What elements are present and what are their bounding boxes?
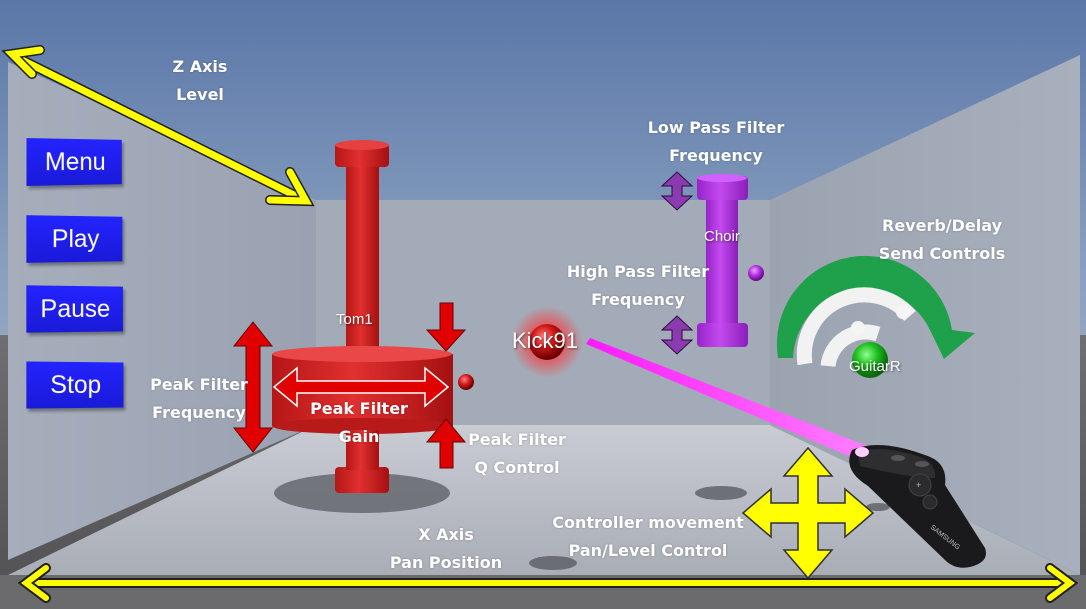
- high-pass-arrow: [660, 315, 694, 355]
- high-pass-annotation-line2: Frequency: [591, 290, 685, 309]
- z-axis-annotation-line2: Level: [176, 85, 224, 104]
- svg-text:+: +: [916, 480, 921, 490]
- tom1-label: Tom1: [336, 311, 373, 328]
- low-pass-arrow: [660, 171, 694, 211]
- peak-q-up-arrow: [425, 418, 467, 469]
- controller-annotation: Controller movement Pan/Level Control: [546, 509, 750, 565]
- tom1-small-sphere[interactable]: [458, 374, 474, 390]
- peak-gain-annotation-line1: Peak Filter: [310, 399, 408, 418]
- controller-annotation-line2: Pan/Level Control: [568, 541, 728, 560]
- low-pass-annotation: Low Pass Filter Frequency: [636, 114, 796, 170]
- peak-gain-annotation: Peak Filter Gain: [300, 395, 418, 451]
- peak-gain-arrow: [272, 366, 450, 408]
- peak-q-annotation-line1: Peak Filter: [468, 430, 566, 449]
- x-axis-annotation-line1: X Axis: [418, 525, 474, 544]
- reverb-annotation-line1: Reverb/Delay: [882, 216, 1002, 235]
- reverb-annotation-line2: Send Controls: [878, 244, 1006, 263]
- x-axis-annotation-line2: Pan Position: [389, 553, 503, 572]
- menu-button[interactable]: Menu: [26, 138, 122, 186]
- reverb-send-arc[interactable]: [776, 255, 975, 368]
- kick91-label: Kick91: [512, 328, 579, 353]
- z-axis-arrow: [1, 45, 315, 207]
- guitar-shadow: [866, 503, 890, 511]
- peak-frequency-annotation-line2: Frequency: [152, 403, 246, 422]
- choir-object[interactable]: [697, 174, 748, 347]
- choir-small-sphere[interactable]: [748, 265, 764, 281]
- guitarr-label: GuitarR: [849, 358, 901, 375]
- kick-shadow: [529, 556, 577, 570]
- peak-gain-annotation-line2: Gain: [338, 427, 380, 446]
- vr-controller[interactable]: + SAMSUNG: [849, 445, 986, 568]
- peak-frequency-annotation-line1: Peak Filter: [150, 375, 248, 394]
- high-pass-annotation-line1: High Pass Filter: [566, 262, 710, 281]
- peak-frequency-arrow: [232, 321, 274, 453]
- z-axis-annotation: Z Axis Level: [150, 53, 250, 109]
- tom1-object[interactable]: [272, 140, 453, 493]
- high-pass-annotation: High Pass Filter Frequency: [558, 258, 718, 314]
- reverb-annotation: Reverb/Delay Send Controls: [868, 212, 1016, 268]
- guitarr-sphere[interactable]: [852, 342, 888, 378]
- low-pass-annotation-line2: Frequency: [669, 146, 763, 165]
- x-axis-annotation: X Axis Pan Position: [380, 521, 512, 577]
- controller-tip: [855, 447, 869, 457]
- x-axis-arrow: [17, 563, 1079, 603]
- choir-label: Choir: [704, 228, 740, 245]
- peak-q-annotation-line2: Q Control: [474, 458, 560, 477]
- controller-annotation-line1: Controller movement: [552, 513, 744, 532]
- stop-button[interactable]: Stop: [26, 361, 124, 409]
- z-axis-annotation-line1: Z Axis: [172, 57, 228, 76]
- choir-shadow: [695, 486, 747, 500]
- peak-frequency-annotation: Peak Filter Frequency: [140, 371, 258, 427]
- controller-movement-cross-arrow: [741, 446, 875, 580]
- kick91-sphere[interactable]: [529, 324, 565, 360]
- pointer-ray: [586, 338, 870, 460]
- peak-q-annotation: Peak Filter Q Control: [458, 426, 576, 482]
- left-wall: [8, 62, 316, 560]
- play-button[interactable]: Play: [26, 215, 123, 263]
- low-pass-annotation-line1: Low Pass Filter: [647, 118, 785, 137]
- peak-q-down-arrow: [425, 302, 467, 352]
- pause-button[interactable]: Pause: [26, 285, 123, 333]
